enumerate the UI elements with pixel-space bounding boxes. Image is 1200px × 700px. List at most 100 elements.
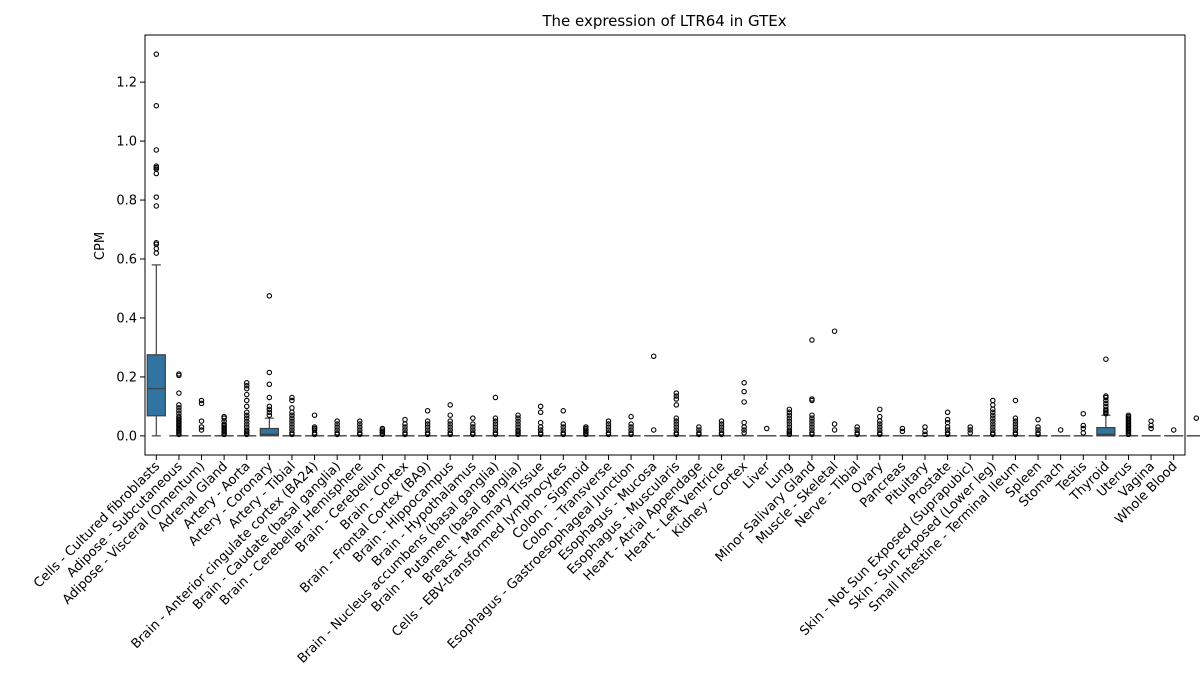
- outlier-point: [424, 421, 431, 427]
- outlier-point: [809, 418, 815, 424]
- outlier-point: [741, 380, 747, 386]
- outlier-point: [831, 421, 838, 427]
- outlier-point: [990, 409, 996, 416]
- outlier-point: [1080, 410, 1087, 417]
- outlier-point: [786, 412, 793, 418]
- outlier-point: [357, 427, 363, 433]
- outlier-point: [673, 390, 680, 396]
- outlier-point: [176, 413, 182, 420]
- outlier-point: [289, 430, 295, 436]
- outlier-point: [515, 412, 521, 418]
- outlier-point: [1080, 422, 1087, 429]
- outlier-point: [628, 427, 634, 433]
- plot-frame: [144, 34, 1186, 456]
- outlier-point: [447, 412, 453, 418]
- outlier-point: [289, 424, 295, 430]
- outlier-point: [289, 405, 295, 411]
- outlier-point: [922, 428, 928, 435]
- outlier-point: [673, 430, 680, 436]
- outlier-point: [786, 427, 793, 433]
- outlier-point: [470, 430, 476, 436]
- outlier-point: [1080, 425, 1087, 432]
- outlier-point: [153, 170, 160, 177]
- outlier-point: [944, 419, 951, 426]
- y-axis-label: CPM: [93, 232, 108, 260]
- outlier-point: [515, 427, 521, 433]
- outlier-point: [266, 369, 273, 376]
- outlier-point: [877, 406, 883, 413]
- outlier-point: [877, 430, 883, 436]
- outlier-point: [424, 418, 431, 424]
- outlier-point: [221, 421, 227, 427]
- outlier-point: [243, 397, 250, 404]
- outlier-point: [198, 397, 205, 404]
- outlier-point: [243, 418, 250, 424]
- outlier-point: [944, 409, 951, 416]
- outlier-point: [605, 424, 612, 430]
- y-tick-label: 0.0: [116, 429, 137, 444]
- outlier-point: [899, 425, 906, 432]
- outlier-point: [786, 406, 793, 413]
- outlier-point: [809, 415, 815, 421]
- outlier-point: [877, 427, 883, 433]
- outlier-point: [741, 424, 747, 430]
- outlier-point: [809, 424, 815, 430]
- outlier-point: [424, 430, 431, 436]
- outlier-point: [515, 415, 521, 421]
- outlier-point: [718, 427, 725, 433]
- outlier-point: [854, 424, 860, 430]
- outlier-point: [1103, 403, 1109, 410]
- outlier-point: [537, 424, 544, 430]
- outlier-point: [447, 430, 453, 436]
- outlier-point: [922, 424, 928, 430]
- y-tick-label: 1.0: [116, 135, 137, 150]
- outlier-point: [605, 427, 612, 433]
- outlier-point: [696, 430, 702, 436]
- outlier-point: [809, 412, 815, 418]
- outlier-point: [1148, 418, 1154, 424]
- outlier-point: [1057, 427, 1064, 433]
- outlier-point: [289, 397, 295, 404]
- outlier-point: [741, 427, 747, 433]
- outlier-point: [447, 424, 453, 430]
- outlier-point: [379, 425, 386, 432]
- outlier-point: [334, 430, 340, 436]
- outlier-point: [424, 424, 431, 430]
- outlier-point: [809, 427, 815, 433]
- outlier-point: [1103, 400, 1109, 407]
- outlier-point: [243, 424, 250, 430]
- outlier-point: [877, 418, 883, 424]
- box-body: [259, 427, 279, 437]
- outlier-point: [243, 412, 250, 418]
- outlier-point: [357, 421, 363, 427]
- outlier-point: [153, 102, 160, 109]
- outlier-point: [357, 430, 363, 436]
- outlier-point: [176, 405, 182, 411]
- outlier-point: [628, 430, 634, 436]
- outlier-point: [492, 415, 499, 421]
- outlier-point: [809, 430, 815, 436]
- outlier-point: [718, 418, 725, 424]
- outlier-point: [990, 402, 996, 408]
- outlier-point: [1103, 406, 1109, 413]
- outlier-point: [470, 424, 476, 430]
- outlier-point: [537, 430, 544, 436]
- outlier-point: [1193, 415, 1200, 421]
- outlier-point: [402, 416, 408, 423]
- outlier-point: [560, 430, 567, 436]
- outlier-point: [967, 430, 973, 436]
- outlier-point: [266, 409, 273, 416]
- outlier-point: [198, 400, 205, 407]
- outlier-point: [741, 430, 747, 436]
- outlier-point: [877, 421, 883, 427]
- outlier-point: [198, 427, 205, 433]
- outlier-point: [492, 430, 499, 436]
- outlier-point: [266, 293, 273, 299]
- outlier-point: [289, 394, 295, 401]
- outlier-point: [537, 403, 544, 410]
- outlier-point: [334, 418, 340, 424]
- outlier-point: [990, 424, 996, 430]
- outlier-point: [243, 403, 250, 410]
- outlier-point: [673, 418, 680, 424]
